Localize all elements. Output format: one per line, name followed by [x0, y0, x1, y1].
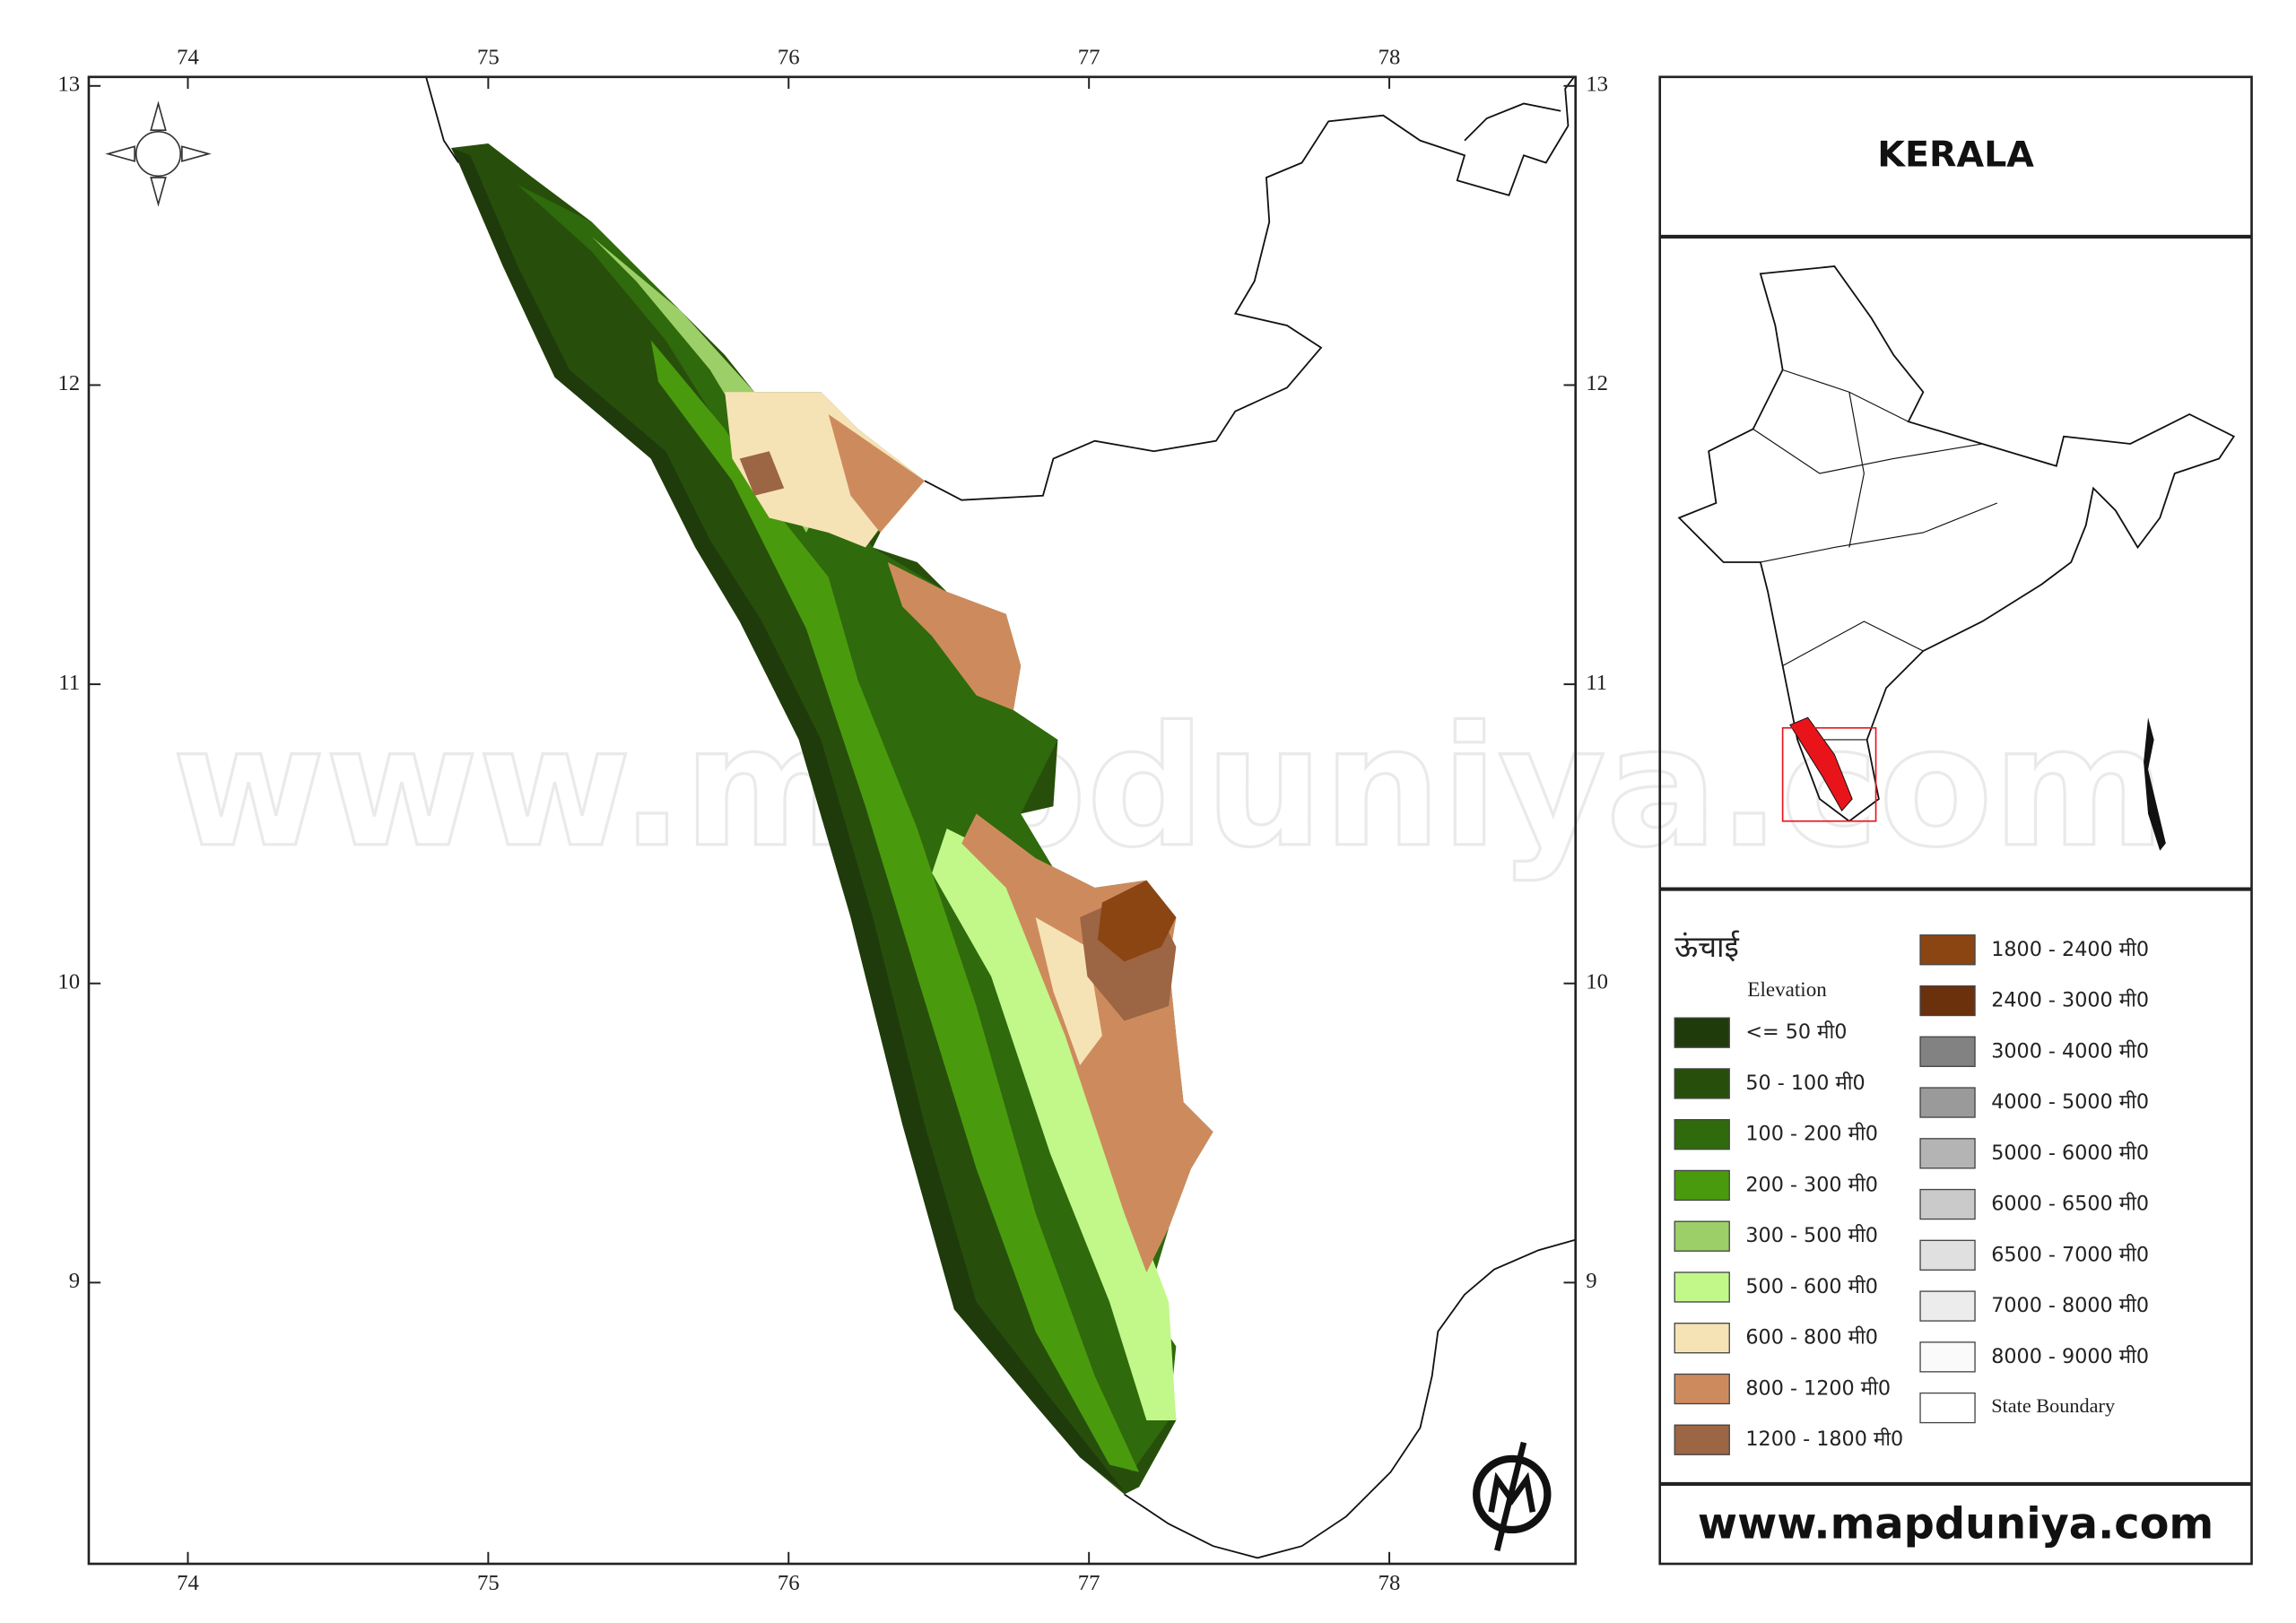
legend-swatch: [1919, 934, 1976, 966]
graticule: 74 74 75 75 76 76 77 77 78 78 9 9 10 10 11 11 12 12 13 13: [57, 46, 1608, 1595]
legend-label: <= 50 मी0: [1745, 1020, 1847, 1044]
y-tick-label: 10: [57, 969, 80, 994]
legend-label: 3000 - 4000 मी0: [1991, 1039, 2149, 1063]
legend-swatch: [1674, 1119, 1730, 1150]
legend-label: 200 - 300 मी0: [1745, 1173, 1877, 1196]
legend-swatch: [1919, 1239, 1976, 1271]
x-tick-label: 75: [477, 1571, 500, 1595]
legend-label: 300 - 500 मी0: [1745, 1224, 1877, 1247]
legend-label: 500 - 600 मी0: [1745, 1275, 1877, 1298]
legend-swatch: [1674, 1373, 1730, 1405]
legend-swatch: [1674, 1323, 1730, 1354]
logo-stroke: [1494, 1441, 1527, 1551]
compass-point: [150, 177, 167, 207]
legend-swatch: [1674, 1271, 1730, 1303]
y-tick-label: 11: [58, 671, 80, 695]
elevation-zone: [650, 340, 1140, 1472]
y-tick-label: 13: [1586, 72, 1608, 96]
map-frame: [87, 75, 1578, 1566]
x-tick-label: 77: [1078, 46, 1100, 70]
y-tick-label: 9: [69, 1269, 80, 1293]
legend-label: 1200 - 1800 मी0: [1745, 1428, 1903, 1451]
legend-swatch: [1919, 1138, 1976, 1169]
compass-point: [150, 100, 167, 132]
legend-swatch: [1674, 1220, 1730, 1252]
elevation-zone: [451, 147, 1125, 1492]
legend-swatch: [1674, 1169, 1730, 1202]
elevation-zone: [932, 828, 1177, 1420]
elevation-zone: [739, 451, 785, 496]
legend-swatch: [1674, 1068, 1730, 1099]
x-tick-label: 76: [778, 1571, 800, 1595]
india-inset: [1677, 265, 2236, 851]
legend-swatch: [1919, 985, 1976, 1017]
logo-ring: [1473, 1454, 1552, 1534]
legend-label: 6500 - 7000 मी0: [1991, 1243, 2149, 1266]
website: www.mapduniya.com: [1698, 1500, 2213, 1549]
north-arrow: [105, 100, 212, 207]
watermark: www.mapduniya.com: [172, 691, 2165, 884]
y-tick-label: 12: [1586, 371, 1608, 395]
legend-label: 6000 - 6500 मी0: [1991, 1193, 2149, 1216]
legend-swatch: [1919, 1188, 1976, 1220]
legend-swatch: [1919, 1036, 1976, 1067]
side-panel: [1658, 75, 2253, 1566]
x-tick-label: 78: [1378, 1571, 1401, 1595]
legend-label: State Boundary: [1991, 1394, 2116, 1417]
islands: [2144, 717, 2166, 851]
legend-label: 800 - 1200 मी0: [1745, 1376, 1891, 1400]
legend: <= 50 मी0 50 - 100 मी0 100 - 200 मी0 200 - …: [1674, 934, 2149, 1455]
state-lines: [1752, 369, 1998, 741]
map-title: KERALA: [1877, 134, 2034, 175]
x-tick-label: 74: [177, 1571, 199, 1595]
legend-title: ऊंचाई: [1674, 930, 1740, 964]
legend-swatch: [1674, 1017, 1730, 1048]
state-boundary: [924, 76, 1575, 501]
x-tick-label: 75: [477, 46, 500, 70]
kerala-highlight: [1789, 716, 1853, 812]
elevation-zone: [887, 561, 1022, 710]
y-tick-label: 11: [1586, 671, 1607, 695]
india-outline: [1677, 265, 2236, 822]
x-tick-label: 76: [778, 46, 800, 70]
elevation-zone: [828, 413, 925, 533]
elevation-layers: [451, 143, 1213, 1495]
y-tick-label: 12: [57, 371, 80, 395]
extent-box: [1781, 726, 1877, 822]
state-boundary: [1464, 102, 1561, 142]
legend-label: 100 - 200 मी0: [1745, 1123, 1877, 1146]
legend-label: 4000 - 5000 मी0: [1991, 1090, 2149, 1114]
coastline: [425, 76, 460, 163]
x-tick-label: 78: [1378, 46, 1401, 70]
x-tick-label: 77: [1078, 1571, 1100, 1595]
legend-label: 1800 - 2400 मी0: [1991, 938, 2149, 961]
compass-circle: [135, 131, 182, 178]
x-tick-label: 74: [177, 46, 199, 70]
logo: [1473, 1441, 1552, 1551]
legend-swatch: [1919, 1341, 1976, 1373]
legend-label: 5000 - 6000 मी0: [1991, 1141, 2149, 1165]
y-tick-label: 10: [1586, 969, 1608, 994]
legend-swatch: [1674, 1424, 1730, 1455]
y-tick-label: 13: [57, 72, 80, 96]
legend-label: 2400 - 3000 मी0: [1991, 989, 2149, 1012]
legend-label: 7000 - 8000 मी0: [1991, 1294, 2149, 1317]
coastline: [1124, 1238, 1576, 1559]
legend-swatch: [1919, 1290, 1976, 1322]
legend-subtitle: Elevation: [1747, 977, 1827, 1001]
compass-point: [181, 145, 212, 162]
legend-label: 50 - 100 मी0: [1745, 1072, 1865, 1095]
compass-point: [105, 145, 135, 162]
legend-label: 600 - 800 मी0: [1745, 1326, 1877, 1350]
legend-swatch: [1919, 1087, 1976, 1118]
legend-label: 8000 - 9000 मी0: [1991, 1345, 2149, 1368]
elevation-zone: [1097, 880, 1177, 962]
y-tick-label: 9: [1586, 1269, 1596, 1293]
legend-swatch: [1919, 1392, 1976, 1424]
